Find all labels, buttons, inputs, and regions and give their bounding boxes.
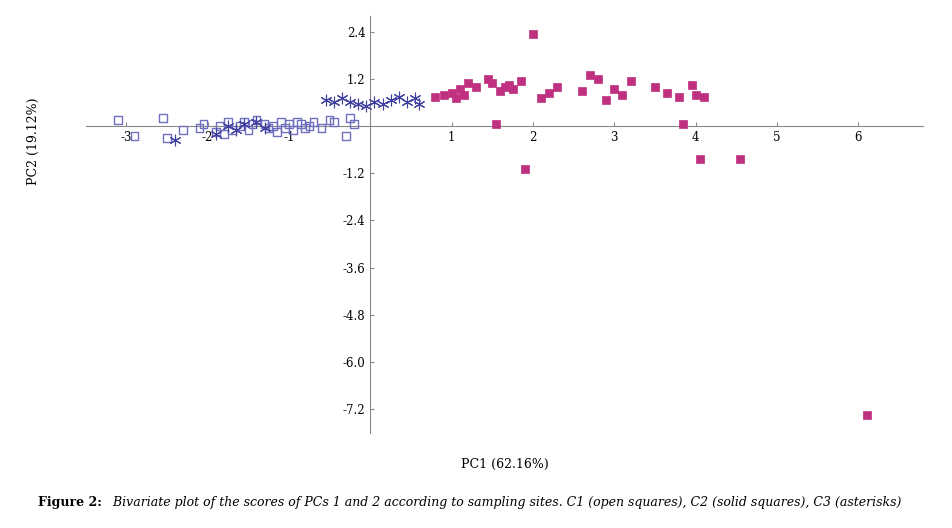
Point	[350, 100, 366, 109]
Point	[506, 84, 521, 93]
Point	[237, 120, 252, 128]
Point	[257, 124, 272, 132]
Point	[517, 165, 532, 174]
Point	[676, 120, 691, 128]
Point	[225, 126, 240, 134]
Point	[192, 124, 208, 132]
Point	[343, 114, 358, 122]
Point	[407, 95, 423, 103]
Point	[343, 98, 358, 107]
Point	[208, 130, 224, 138]
Point	[501, 80, 516, 89]
Text: Figure 2:: Figure 2:	[38, 496, 102, 510]
Point	[334, 95, 349, 103]
Point	[427, 92, 443, 101]
Text: Bivariate plot of the scores of PCs 1 and 2 according to sampling sites. C1 (ope: Bivariate plot of the scores of PCs 1 an…	[109, 496, 902, 510]
Point	[359, 102, 374, 110]
Point	[684, 80, 700, 89]
Point	[456, 90, 471, 99]
Point	[672, 92, 687, 101]
Point	[245, 120, 260, 128]
Point	[485, 79, 500, 87]
Point	[647, 82, 663, 91]
Point	[266, 122, 281, 130]
Point	[228, 126, 244, 134]
Point	[176, 126, 191, 134]
Point	[542, 88, 557, 97]
Point	[448, 95, 464, 103]
Point	[606, 84, 622, 93]
Point	[248, 118, 264, 126]
Point	[367, 98, 382, 107]
Point	[383, 96, 398, 105]
Point	[533, 95, 548, 103]
Y-axis label: PC2 (19.12%): PC2 (19.12%)	[27, 97, 40, 185]
Point	[232, 122, 248, 130]
Point	[526, 30, 541, 38]
Point	[289, 118, 305, 126]
Point	[155, 114, 170, 122]
Point	[615, 90, 630, 99]
Point	[436, 90, 451, 99]
Point	[481, 74, 496, 83]
Point	[221, 122, 236, 130]
Point	[444, 88, 459, 97]
Point	[293, 120, 308, 128]
Point	[347, 120, 362, 128]
Point	[282, 120, 297, 128]
Point	[497, 82, 512, 91]
Point	[216, 130, 231, 138]
Point	[322, 116, 337, 125]
Point	[286, 126, 301, 134]
Point	[660, 88, 675, 97]
Point	[241, 126, 256, 134]
Point	[257, 120, 272, 128]
Point	[468, 82, 484, 91]
Point	[375, 100, 390, 109]
Point	[688, 90, 704, 99]
Point	[452, 84, 467, 93]
Point	[127, 131, 142, 140]
Point	[411, 100, 426, 109]
Point	[733, 155, 748, 164]
Point	[302, 122, 317, 130]
Point	[269, 128, 285, 136]
Point	[327, 98, 342, 107]
Point	[208, 128, 224, 136]
Point	[221, 118, 236, 126]
Point	[391, 92, 407, 101]
Point	[273, 118, 288, 126]
Point	[692, 155, 707, 164]
Point	[583, 71, 598, 79]
Point	[314, 124, 329, 132]
Point	[493, 87, 508, 95]
Point	[159, 134, 174, 142]
Point	[399, 98, 414, 107]
Point	[318, 96, 333, 105]
Point	[110, 116, 126, 125]
Point	[261, 124, 276, 132]
Point	[196, 120, 211, 128]
Point	[168, 136, 183, 144]
Point	[513, 77, 528, 85]
Point	[488, 120, 504, 128]
Point	[212, 122, 228, 130]
Point	[248, 116, 264, 125]
Point	[298, 124, 313, 132]
Point	[338, 131, 353, 140]
Point	[623, 77, 638, 85]
Point	[574, 87, 589, 95]
X-axis label: PC1 (62.16%): PC1 (62.16%)	[461, 458, 548, 471]
Point	[696, 92, 711, 101]
Point	[237, 118, 252, 126]
Point	[277, 124, 292, 132]
Point	[306, 118, 321, 126]
Point	[327, 118, 342, 126]
Point	[550, 82, 565, 91]
Point	[590, 74, 605, 83]
Point	[461, 79, 476, 87]
Point	[599, 96, 614, 105]
Point	[859, 411, 874, 419]
